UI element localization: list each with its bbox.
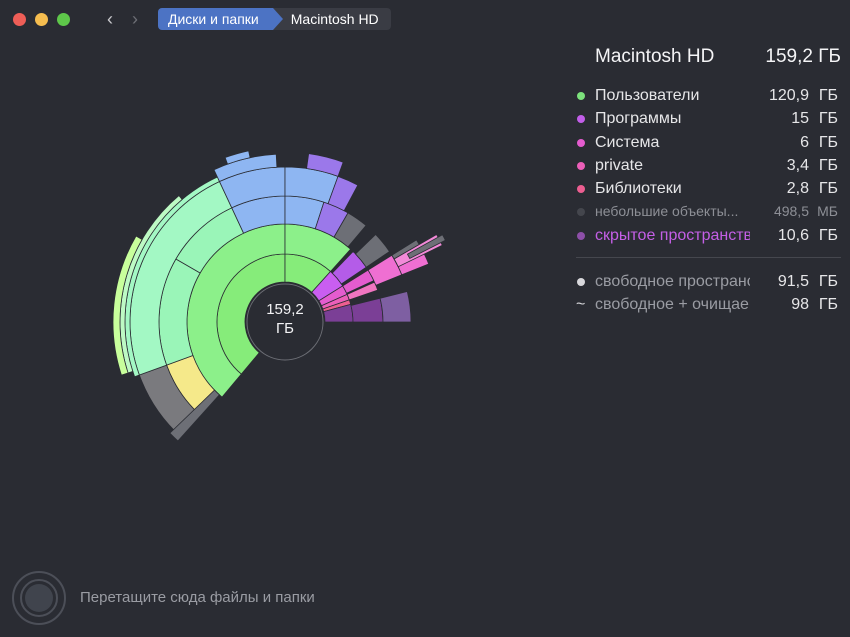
- legend-dot: [577, 185, 585, 194]
- info-panel: Macintosh HD 159,2 ГБ Пользователи 120,9…: [576, 46, 841, 317]
- total-size-unit: ГБ: [276, 320, 294, 337]
- drop-hint: Перетащите сюда файлы и папки: [80, 589, 315, 606]
- info-header: Macintosh HD 159,2 ГБ: [576, 46, 841, 74]
- title-bar: ‹ › Диски и папки Macintosh HD: [0, 0, 850, 40]
- segment-band[interactable]: [224, 150, 251, 165]
- segment-band[interactable]: [112, 235, 143, 376]
- segment-purple[interactable]: [379, 291, 412, 323]
- drop-core: [25, 584, 53, 612]
- segment-violet-outer[interactable]: [327, 175, 359, 212]
- zoom-window-button[interactable]: [57, 13, 70, 26]
- disk-usage-sunburst[interactable]: [0, 40, 560, 580]
- tilde-icon: ~: [576, 296, 586, 314]
- drop-ring: [20, 579, 58, 617]
- legend-item-small-objects[interactable]: небольшие объекты... 498,5 МБ: [576, 200, 841, 223]
- legend-item-private[interactable]: private 3,4 ГБ: [576, 154, 841, 177]
- legend-dot: [577, 138, 585, 147]
- disk-name: Macintosh HD: [595, 46, 715, 67]
- legend-item-hidden-space[interactable]: скрытое пространство 10,6 ГБ: [576, 224, 841, 247]
- segment-gray[interactable]: [354, 233, 391, 268]
- segment-gray-spike[interactable]: [169, 389, 220, 442]
- legend-item-libraries[interactable]: Библиотеки 2,8 ГБ: [576, 177, 841, 200]
- total-size-label[interactable]: 159,2 ГБ: [245, 300, 325, 338]
- segment-gray[interactable]: [333, 212, 367, 248]
- legend-divider: [576, 257, 841, 259]
- legend-dot: [577, 161, 585, 170]
- legend-dot: [577, 208, 585, 217]
- close-window-button[interactable]: [13, 13, 26, 26]
- drop-target-icon[interactable]: [12, 571, 66, 625]
- breadcrumb-disks-folders[interactable]: Диски и папки: [158, 8, 283, 30]
- legend-item-applications[interactable]: Программы 15 ГБ: [576, 107, 841, 130]
- disk-total-size: 159,2 ГБ: [765, 46, 841, 67]
- breadcrumb-macintosh-hd[interactable]: Macintosh HD: [272, 8, 391, 30]
- sunburst-center[interactable]: [246, 283, 324, 361]
- legend-dot: [577, 115, 585, 124]
- legend-item-system[interactable]: Система 6 ГБ: [576, 131, 841, 154]
- legend-item-users[interactable]: Пользователи 120,9 ГБ: [576, 84, 841, 107]
- legend: Пользователи 120,9 ГБ Программы 15 ГБ Си…: [576, 84, 841, 317]
- legend-dot: [577, 231, 585, 240]
- total-size-value: 159,2: [266, 301, 304, 318]
- segment-band[interactable]: [306, 153, 344, 177]
- legend-item-free-purgeable[interactable]: ~ свободное + очищаемое 98 ГБ: [576, 293, 841, 316]
- segment-hidden-sub[interactable]: [350, 297, 384, 323]
- legend-dot: [577, 92, 585, 100]
- breadcrumb: Диски и папки Macintosh HD: [158, 8, 391, 30]
- segment-spike[interactable]: [406, 234, 446, 259]
- legend-item-free-space[interactable]: свободное пространство 91,5 ГБ: [576, 270, 841, 293]
- chevron-left-icon[interactable]: ‹: [107, 9, 113, 29]
- minimize-window-button[interactable]: [35, 13, 48, 26]
- free-space-dot: [577, 278, 585, 287]
- chevron-right-icon[interactable]: ›: [132, 9, 138, 29]
